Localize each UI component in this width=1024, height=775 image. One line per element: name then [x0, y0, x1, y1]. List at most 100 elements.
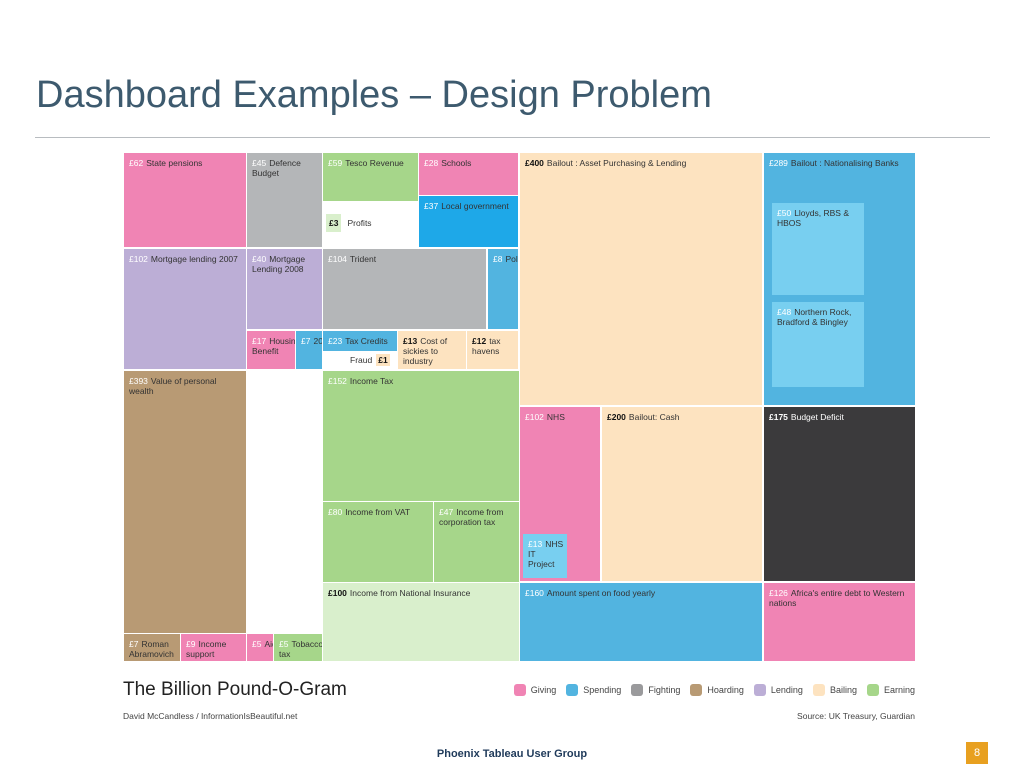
tile-label: Profits: [347, 218, 372, 228]
tile-label: Lloyds, RBS & HBOS: [777, 208, 849, 228]
tile-label: Bailout : Nationalising Banks: [790, 158, 899, 168]
tile-label: Schools: [441, 158, 472, 168]
tile-label: Bailout: Cash: [628, 412, 680, 422]
tile-label: Northern Rock, Bradford & Bingley: [777, 307, 852, 327]
tile-amount: £12: [472, 336, 487, 346]
tile-label: Amount spent on food yearly: [546, 588, 656, 598]
tile: £50 Lloyds, RBS & HBOS: [772, 203, 864, 295]
tile: £5Aid: [247, 634, 273, 661]
tile-label: Income from corporation tax: [439, 507, 504, 527]
tile-amount: £100: [328, 588, 347, 598]
tile-label: Income from National Insurance: [349, 588, 471, 598]
tile-amount: £59: [328, 158, 343, 168]
slide-title: Dashboard Examples – Design Problem: [36, 74, 712, 116]
legend-swatch: [812, 684, 825, 696]
tile-amount: £400: [525, 158, 544, 168]
tile-label: Income Tax: [349, 376, 394, 386]
tile-label: Income support: [186, 639, 227, 659]
tile-label: Cost of sickies to industry: [403, 336, 448, 366]
legend-label: Hoarding: [707, 685, 744, 695]
legend-item: Spending: [566, 684, 621, 696]
tile-amount: £50: [777, 208, 792, 218]
tile: £17Housing Benefit: [247, 331, 295, 369]
tile-label: Aid: [264, 639, 273, 649]
tile: £13 NHS IT Project: [523, 534, 567, 578]
legend-item: Lending: [753, 684, 803, 696]
legend-swatch: [753, 684, 766, 696]
tile: £72012: [296, 331, 322, 369]
tile: £28 Schools: [419, 153, 518, 195]
tile-label: Budget Deficit: [790, 412, 844, 422]
tile-amount: £17: [252, 336, 267, 346]
tile-label: Police: [505, 254, 518, 264]
tile-amount: £7: [129, 639, 139, 649]
tile: £80 Income from VAT: [323, 502, 433, 582]
tile: £48 Northern Rock, Bradford & Bingley: [772, 302, 864, 387]
tile-amount: £23: [328, 336, 343, 346]
tile-label: NHS IT Project: [528, 539, 564, 569]
tile-amount: £126: [769, 588, 788, 598]
legend-label: Bailing: [829, 685, 857, 695]
divider: [35, 137, 990, 138]
tile: £160 Amount spent on food yearly: [520, 583, 762, 661]
legend-item: Giving: [513, 684, 557, 696]
tile: £102 Mortgage lending 2007: [124, 249, 246, 369]
legend: Giving Spending Fighting Hoarding Lending Bai…: [513, 684, 915, 696]
legend-item: Hoarding: [690, 684, 744, 696]
tile: £37 Local government: [419, 196, 518, 247]
legend-item: Bailing: [812, 684, 857, 696]
legend-label: Spending: [583, 685, 622, 695]
tile: £12 tax havens: [467, 331, 518, 369]
tile-amount: £13: [528, 539, 543, 549]
source: Source: UK Treasury, Guardian: [797, 711, 915, 721]
legend-swatch: [631, 684, 644, 696]
tile-amount: £3: [326, 214, 342, 232]
legend-label: Lending: [770, 685, 803, 695]
tile-amount: £28: [424, 158, 439, 168]
legend-swatch: [866, 684, 879, 696]
tile-amount: £104: [328, 254, 347, 264]
tile-label: Local government: [441, 201, 509, 211]
tile-amount: £37: [424, 201, 439, 211]
tile-amount: £1: [376, 354, 390, 366]
tile: £400 Bailout : Asset Purchasing & Lending: [520, 153, 762, 405]
legend-label: Fighting: [648, 685, 681, 695]
tile-amount: £393: [129, 376, 148, 386]
tile-amount: £48: [777, 307, 792, 317]
tile: £7 Roman Abramovich: [124, 634, 180, 661]
tile-amount: £5: [279, 639, 289, 649]
legend-item: Fighting: [631, 684, 680, 696]
tile: £40 Mortgage Lending 2008: [247, 249, 322, 329]
tile-label: Tobacco tax: [279, 639, 322, 659]
tile: £104 Trident: [323, 249, 486, 329]
tile-label: Tax Credits: [345, 336, 388, 346]
tile-amount: £62: [129, 158, 144, 168]
tile-amount: £200: [607, 412, 626, 422]
credit: David McCandless / InformationIsBeautifu…: [123, 711, 298, 721]
tile: £9 Income support: [181, 634, 246, 661]
legend-swatch: [566, 684, 579, 696]
tile-amount: £5: [252, 639, 262, 649]
tile: £100 Income from National Insurance: [323, 583, 519, 661]
tile-amount: £13: [403, 336, 418, 346]
tile: £47 Income from corporation tax: [434, 502, 519, 582]
tile-amount: £80: [328, 507, 343, 517]
tile: £200 Bailout: Cash: [602, 407, 762, 581]
tile-label: Defence Budget: [252, 158, 301, 178]
tile-label: Bailout : Asset Purchasing & Lending: [546, 158, 687, 168]
tile-label: State pensions: [146, 158, 203, 168]
tile: £8Police: [488, 249, 518, 329]
tile-amount: £9: [186, 639, 196, 649]
tile-label: Africa's entire debt to Western nations: [769, 588, 905, 608]
footer: Phoenix Tableau User Group: [436, 748, 588, 760]
tile-amount: £40: [252, 254, 267, 264]
tile-amount: £152: [328, 376, 347, 386]
legend-label: Giving: [530, 685, 557, 695]
tile: £45 Defence Budget: [247, 153, 322, 247]
tile: £152 Income Tax: [323, 371, 519, 501]
tile-amount: £47: [439, 507, 454, 517]
tile-label: Fraud: [350, 355, 373, 365]
tile: £23 Tax Credits: [323, 331, 397, 351]
tile-amount: £7: [301, 336, 311, 346]
